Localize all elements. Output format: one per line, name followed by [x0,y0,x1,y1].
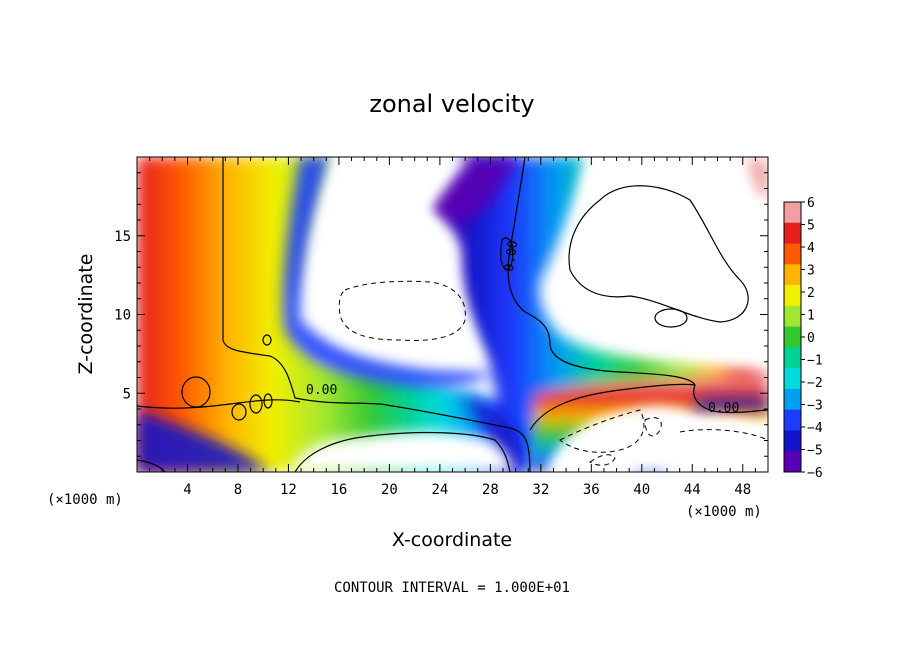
lower-left-blue-layer [137,410,270,472]
y-tick-label: 5 [123,386,131,402]
upper-right-white-region [564,157,768,360]
x-unit-left: (×1000 m) [47,492,123,508]
x-tick-label: 20 [381,482,398,498]
colorbar-swatch [784,326,801,348]
zero-contour-return [529,383,696,431]
colorbar-label: −3 [807,399,823,414]
x-tick-label: 28 [482,482,499,498]
colorbar-swatch [784,222,801,245]
heatmap-field: 0.00 0.00 0.00 [137,157,768,472]
colorbar-label: −6 [807,466,823,481]
contour-label-zero-right: 0.00 [708,401,739,416]
colorbar-label: 2 [807,286,815,301]
y-tick-label: 10 [114,308,131,324]
x-tick-label: 16 [330,482,347,498]
lower-middle-white-region [290,431,515,472]
colorbar-label: 6 [807,196,815,211]
x-tick-label: 12 [280,482,297,498]
x-axis: 4 8 12 16 20 24 28 32 36 40 44 48 [149,157,756,498]
colorbar-swatch [784,264,801,286]
zero-contour-central [507,157,768,414]
x-tick-label: 8 [234,482,242,498]
colorbar-label: 3 [807,264,815,279]
mid-blue-tongue [283,157,490,387]
x-unit-right: (×1000 m) [686,504,762,520]
y-axis-title: Z-coordinate [75,254,97,375]
colorbar-label: −1 [807,354,823,369]
colorbar-label: 4 [807,241,815,256]
x-axis-title: X-coordinate [392,529,512,551]
x-tick-label: 32 [532,482,549,498]
contour-lines [137,157,768,472]
closed-contour-right-small [654,308,688,328]
upper-purple-plume [425,157,520,222]
upper-white-region [309,157,490,370]
dashed-contour-lower-right-4 [589,454,616,466]
colorbar-label: 0 [807,331,815,346]
solid-contour-upper-right [568,185,749,323]
dashed-contour-lower-right-1 [559,409,645,453]
bottom-center-blue [460,395,525,472]
colorbar-swatch [784,430,801,452]
colorbar-label: −2 [807,376,823,391]
colorbar-label: 5 [807,219,815,234]
zero-contour-left-vertical [222,157,531,472]
x-tick-label: 36 [583,482,600,498]
closed-contour-left-4 [263,393,273,409]
colorbar-swatch [784,409,801,431]
lower-right-white-region [550,408,768,472]
closed-contour-left-3 [249,394,263,414]
left-color-band [137,157,515,472]
solid-contour-bottom-left [137,459,166,472]
y-axis: 5 10 15 [114,172,768,457]
bottom-right-blue-line [695,397,768,412]
x-tick-label: 24 [431,482,448,498]
colorbar-swatch [784,388,801,411]
x-tick-label: 40 [633,482,650,498]
colorbar-swatch [784,305,801,328]
x-tick-label: 44 [684,482,701,498]
closed-contour-left-2 [231,403,247,421]
white-regions [290,157,768,472]
x-tick-label: 4 [183,482,191,498]
colorbar-label: 1 [807,309,815,324]
zero-contour-bottom [137,399,301,409]
colorbar-swatch [784,368,801,390]
colorbar-swatch [784,243,801,265]
colorbar-swatch [784,347,801,369]
y-tick-label: 15 [114,229,131,245]
colorbar-label: −5 [807,444,823,459]
colorbar-swatch [784,451,801,473]
colorbar-label: −4 [807,421,823,436]
colorbar: 6 5 4 3 2 1 0 −1 −2 −3 −4 −5 −6 [783,196,823,481]
chart-title: zonal velocity [369,90,534,118]
zero-contour-loop-small [500,237,514,271]
closed-contour-left-1 [181,376,211,408]
colorbar-swatch [784,202,801,224]
contour-interval-note: CONTOUR INTERVAL = 1.000E+01 [334,580,570,596]
x-tick-label: 48 [734,482,751,498]
closed-contour-left-5 [262,334,272,346]
contour-value-labels: 0.00 0.00 0.00 [306,239,739,416]
dashed-contours [338,280,768,466]
solid-contour-bottom-mid [294,431,511,472]
colorbar-swatch [784,285,801,307]
contour-label-zero-center: 0.00 [502,239,521,272]
contour-label-zero-left: 0.00 [306,383,337,398]
